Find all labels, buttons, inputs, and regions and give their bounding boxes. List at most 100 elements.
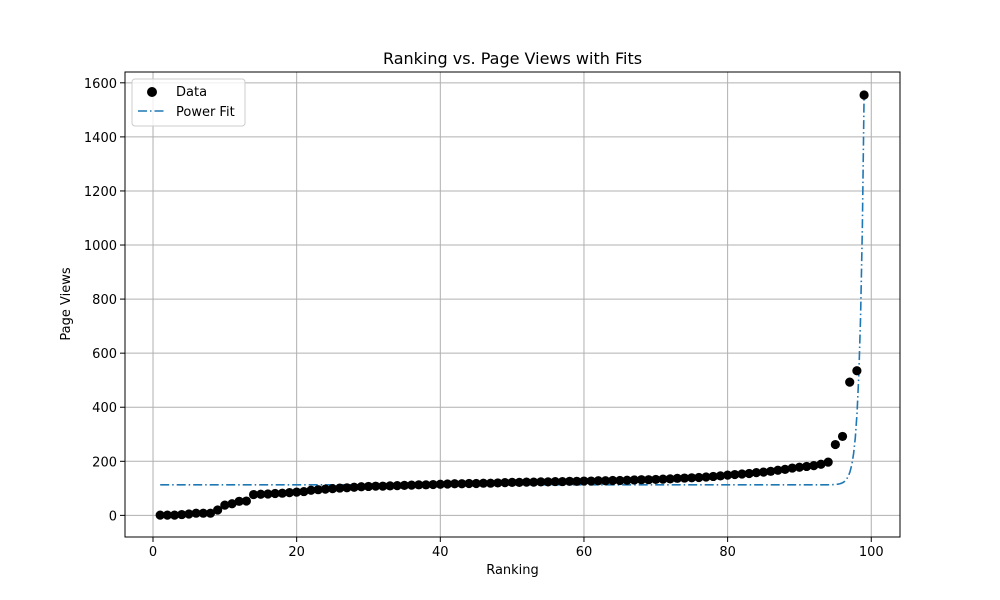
legend-label-data: Data: [176, 85, 207, 100]
data-point: [845, 377, 855, 387]
x-tick-label: 20: [288, 545, 305, 560]
data-point: [809, 461, 819, 471]
data-point: [723, 470, 733, 480]
data-point: [780, 464, 790, 475]
data-point: [263, 489, 273, 499]
data-point: [399, 480, 409, 490]
data-point: [277, 488, 287, 498]
data-point: [823, 457, 833, 467]
data-point: [500, 478, 510, 488]
data-point: [320, 484, 330, 494]
data-point: [299, 486, 309, 497]
data-point: [665, 474, 675, 484]
y-tick-label: 1600: [84, 77, 117, 92]
data-point: [859, 90, 869, 100]
y-axis-ticks: 0 200 400 600 800 1000 1200 1400 1600: [84, 77, 125, 524]
data-point: [213, 505, 223, 515]
x-tick-label: 40: [432, 545, 449, 560]
y-tick-label: 200: [92, 455, 117, 470]
data-point: [241, 496, 251, 506]
data-point: [162, 510, 172, 520]
data-point: [313, 485, 323, 495]
legend: Data Power Fit: [131, 78, 246, 127]
legend-box: [131, 78, 246, 127]
data-point: [514, 477, 524, 487]
data-point: [406, 480, 417, 490]
data-point: [198, 508, 208, 518]
data-point: [256, 489, 266, 499]
data-point: [744, 468, 754, 479]
data-point: [349, 482, 359, 492]
data-point: [356, 482, 366, 492]
legend-marker-data: [147, 87, 157, 97]
data-point: [155, 510, 165, 520]
data-point: [529, 477, 539, 487]
data-point: [521, 477, 532, 487]
grid: [125, 72, 900, 537]
data-point: [450, 479, 460, 489]
data-point: [306, 485, 316, 495]
data-points: [155, 90, 869, 520]
x-axis-label: Ranking: [486, 563, 539, 578]
data-point: [335, 483, 345, 493]
y-tick-label: 0: [109, 509, 117, 524]
plot-frame: [124, 71, 901, 538]
data-point: [802, 461, 812, 472]
data-point: [457, 479, 467, 489]
data-point: [371, 481, 381, 491]
data-point: [766, 466, 776, 476]
data-point: [687, 473, 697, 483]
data-point: [292, 487, 302, 497]
data-point: [471, 478, 481, 489]
data-point: [701, 472, 711, 482]
data-point: [816, 459, 826, 469]
data-point: [378, 481, 388, 491]
data-point: [227, 499, 237, 509]
data-point: [363, 481, 374, 492]
x-tick-label: 100: [859, 545, 884, 560]
data-point: [478, 478, 489, 488]
data-point: [435, 479, 445, 489]
data-point: [392, 481, 402, 491]
data-point: [342, 483, 352, 493]
data-point: [485, 478, 496, 488]
data-point: [608, 475, 618, 486]
data-point: [651, 474, 661, 485]
y-tick-label: 400: [92, 401, 117, 416]
data-point: [572, 476, 582, 486]
data-point: [270, 488, 280, 499]
y-tick-label: 600: [92, 347, 117, 362]
y-tick-label: 1000: [84, 239, 117, 254]
data-point: [169, 510, 180, 520]
data-point: [385, 481, 395, 491]
y-tick-label: 1200: [84, 185, 117, 200]
data-point: [737, 469, 747, 479]
data-point: [852, 366, 862, 376]
data-point: [191, 508, 201, 518]
data-point: [600, 476, 611, 486]
data-point: [615, 475, 625, 486]
x-tick-label: 60: [576, 545, 593, 560]
data-point: [414, 480, 424, 490]
data-point: [248, 489, 259, 500]
data-point: [442, 479, 453, 489]
data-point: [557, 476, 568, 487]
y-tick-label: 1400: [84, 131, 117, 146]
data-point: [794, 462, 805, 472]
chart-title: Ranking vs. Page Views with Fits: [383, 49, 642, 68]
data-point: [184, 509, 194, 519]
data-point: [550, 476, 560, 487]
data-point: [177, 509, 187, 520]
data-point: [579, 476, 589, 486]
y-axis-label: Page Views: [59, 267, 74, 340]
data-point: [672, 473, 682, 483]
data-point: [565, 476, 575, 486]
data-point: [536, 477, 546, 487]
data-point: [327, 484, 338, 494]
data-point: [421, 480, 431, 490]
data-point: [787, 463, 797, 473]
x-axis-ticks: 0 20 40 60 80 100: [149, 537, 884, 560]
data-point: [658, 474, 668, 484]
data-point: [679, 473, 690, 483]
